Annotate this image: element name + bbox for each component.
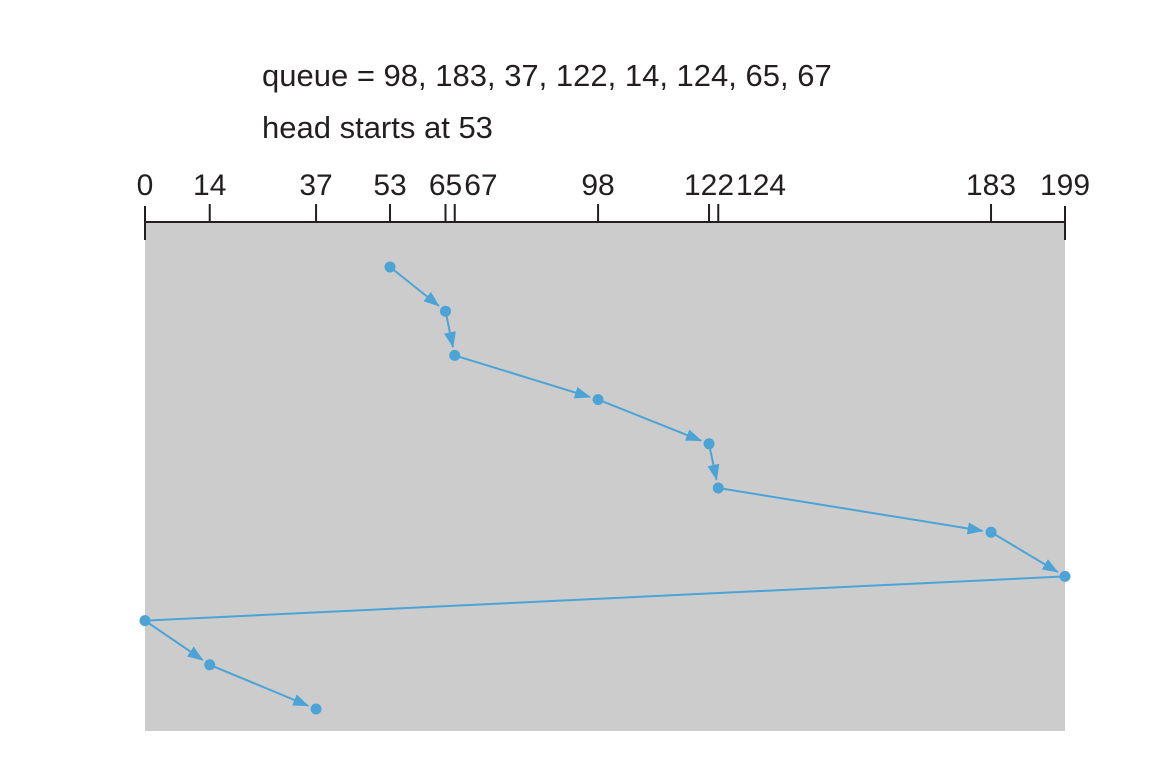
movement-segment xyxy=(209,663,310,707)
request-point xyxy=(592,394,604,406)
movement-segment xyxy=(990,531,1059,573)
axis-tick-label: 122 xyxy=(684,169,734,202)
movement-segment xyxy=(144,575,1066,622)
axis-tick-label: 53 xyxy=(373,169,406,202)
axis-tick-label: 183 xyxy=(966,169,1016,202)
axis-tick-label: 37 xyxy=(299,169,332,202)
request-point xyxy=(204,659,216,671)
request-point xyxy=(440,305,452,317)
axis-tick-label: 65 xyxy=(429,169,462,202)
movement-segment xyxy=(597,398,703,442)
movement-segment xyxy=(718,487,984,535)
axis-tick-label: 0 xyxy=(137,169,154,202)
axis-tick-label: 98 xyxy=(581,169,614,202)
movement-segment xyxy=(454,354,591,399)
axis-tick-labels: 0 14 37 53 65 67 98 122 124 183 199 xyxy=(137,169,1090,202)
head-start-caption: head starts at 53 xyxy=(262,110,493,145)
axis-ticks xyxy=(144,204,1066,240)
request-point xyxy=(384,261,396,273)
request-point xyxy=(1059,570,1071,582)
request-point xyxy=(449,349,461,361)
axis-tick-label: 124 xyxy=(736,169,786,202)
movement-segment xyxy=(389,266,440,307)
request-points xyxy=(139,261,1071,715)
axis-tick-label: 67 xyxy=(464,169,497,202)
plot-area xyxy=(145,222,1065,731)
movement-segment xyxy=(707,443,720,481)
movement-segment xyxy=(144,619,204,661)
request-point xyxy=(985,526,997,538)
request-point xyxy=(712,482,724,494)
head-movement-path xyxy=(144,266,1066,707)
movement-segment xyxy=(444,310,456,349)
queue-caption: queue = 98, 183, 37, 122, 14, 124, 65, 6… xyxy=(262,58,832,93)
request-point xyxy=(310,703,322,715)
request-point xyxy=(703,438,715,450)
axis-tick-label: 14 xyxy=(193,169,226,202)
request-point xyxy=(139,615,151,627)
axis-tick-label: 199 xyxy=(1040,169,1090,202)
